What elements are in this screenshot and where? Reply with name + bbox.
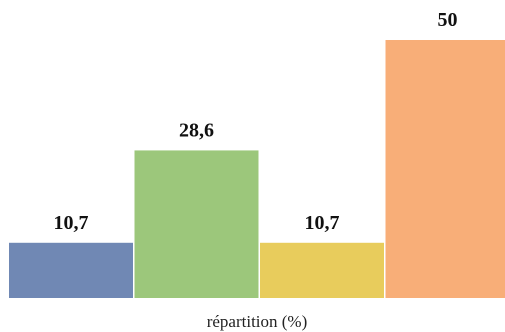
value-labels-group: 10,7 28,6 10,7 50 [54,9,458,234]
bar-value-label-1: 10,7 [54,212,89,234]
bar-4 [385,40,505,298]
bar-value-label-3: 10,7 [305,212,340,234]
bars-group [9,40,505,298]
bar-1 [9,242,133,298]
bar-3 [260,242,384,298]
x-axis-label: répartition (%) [207,312,308,331]
bar-value-label-4: 50 [438,9,458,31]
bar-2 [134,150,259,298]
bar-value-label-2: 28,6 [179,119,214,141]
